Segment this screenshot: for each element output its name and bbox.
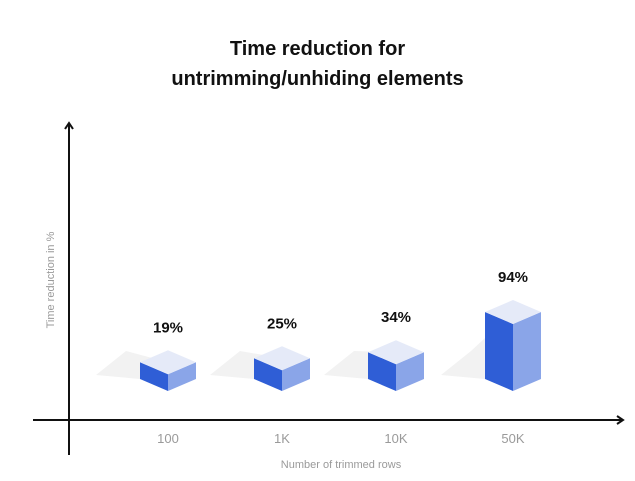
chart-title: Time reduction for untrimming/unhiding e…: [0, 34, 635, 94]
value-label: 25%: [267, 315, 297, 332]
bar-top-face: [140, 350, 196, 375]
bar-top-face: [368, 340, 424, 365]
bars: [140, 300, 541, 391]
bar-side-face: [513, 312, 541, 391]
chart-title-line-2: untrimming/unhiding elements: [171, 68, 464, 90]
x-tick-label: 50K: [501, 431, 524, 446]
x-axis-label: Number of trimmed rows: [281, 459, 402, 471]
value-labels: 19% 25% 34% 94%: [153, 269, 528, 336]
axes: [33, 121, 625, 455]
value-label: 19%: [153, 319, 183, 336]
x-tick-label: 1K: [274, 431, 290, 446]
x-axis-arrow: [616, 415, 625, 425]
bar-front-face: [254, 358, 282, 391]
bar-front-face: [485, 312, 513, 391]
bar-front-face: [140, 362, 168, 391]
bar-top-face: [254, 346, 310, 371]
y-axis-arrow: [64, 121, 74, 130]
chart-title-line-1: Time reduction for: [229, 38, 406, 60]
value-label: 94%: [498, 269, 528, 286]
value-label: 34%: [381, 309, 411, 326]
x-tick-label: 10K: [384, 431, 407, 446]
bar-side-face: [282, 358, 310, 391]
x-tick-label: 100: [157, 431, 179, 446]
bar-side-face: [396, 352, 424, 391]
y-axis-label: Time reduction in %: [45, 231, 57, 328]
bar-top-face: [485, 300, 541, 325]
bar-front-face: [368, 352, 396, 391]
x-tick-labels: 100 1K 10K 50K: [157, 431, 525, 446]
bar-side-face: [168, 362, 196, 391]
